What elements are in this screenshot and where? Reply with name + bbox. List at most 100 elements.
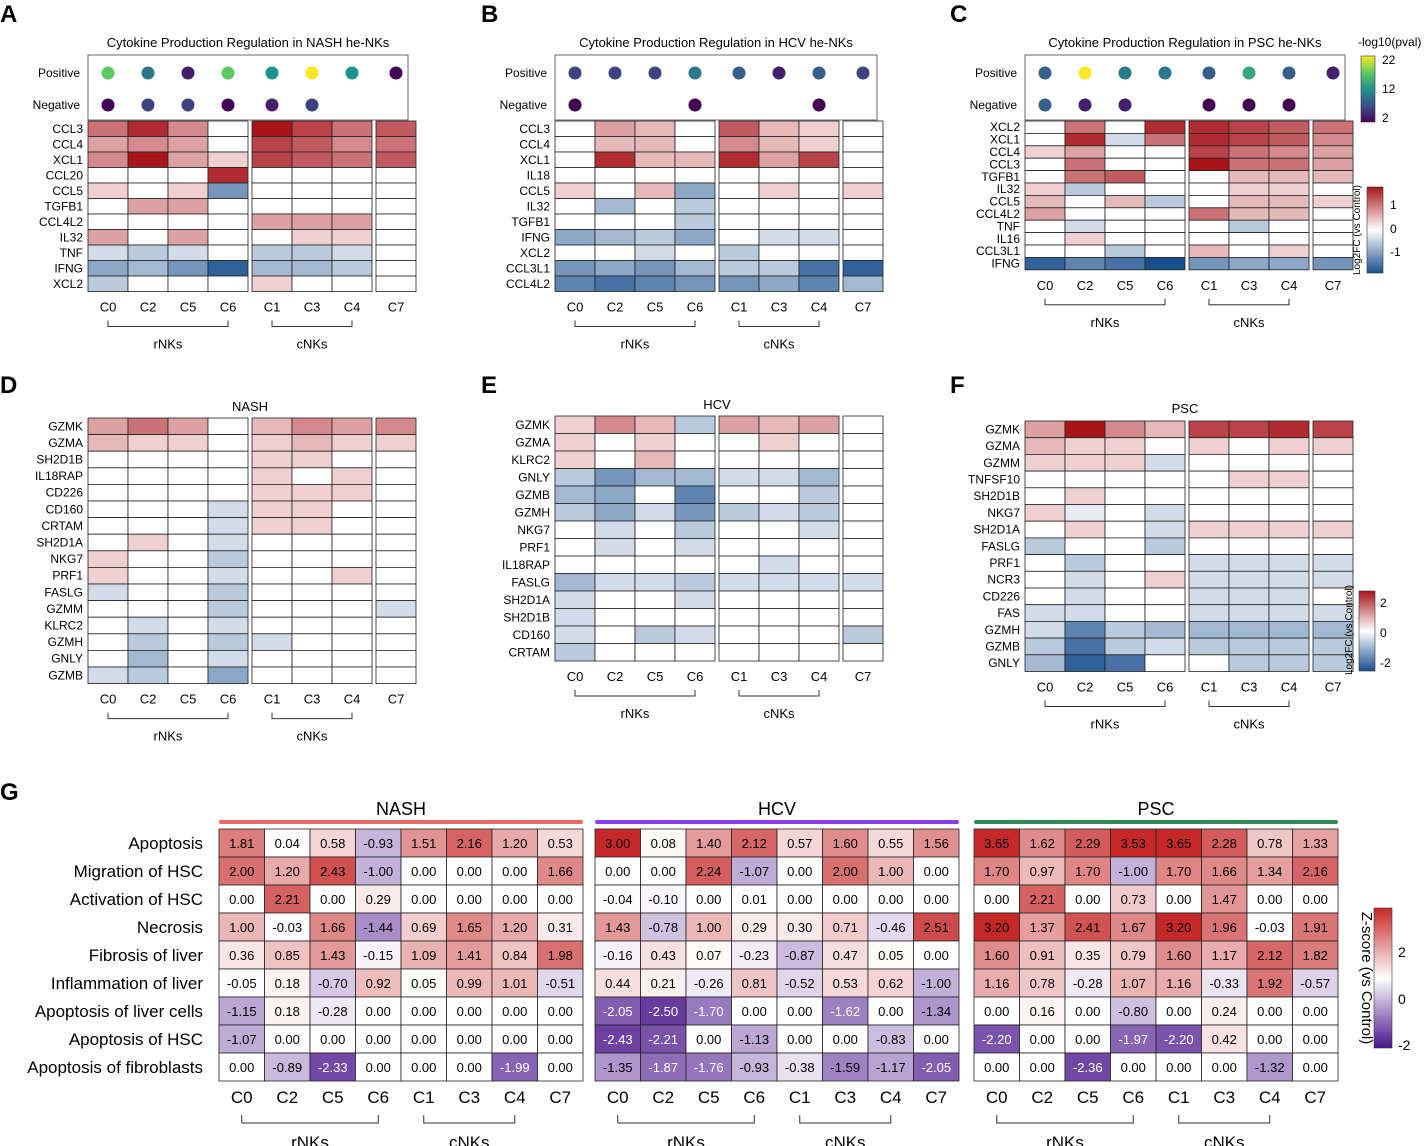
zscore-value: 0.00 [1257,1004,1282,1019]
panel-letter-g: G [0,779,19,806]
cluster-label: C0 [1037,278,1054,293]
zscore-value: 1.60 [1166,948,1191,963]
zscore-value: 0.00 [651,864,676,879]
gene-label: GZMA [48,436,83,450]
negative-dot [221,98,235,112]
heatmap-cell [1268,520,1310,539]
heatmap-cell [167,120,209,137]
heatmap-cell [87,467,129,485]
zscore-value: 0.79 [1121,948,1146,963]
heatmap-cell [167,213,209,230]
heatmap-cell [674,415,716,434]
zscore-value: 0.44 [605,976,630,991]
zscore-cell [1064,1024,1111,1054]
heatmap-cell [1144,537,1186,556]
heatmap-cell [594,485,636,504]
zscore-cell [1155,884,1202,914]
zscore-value: 0.00 [787,892,812,907]
heatmap-cell [554,485,596,504]
zscore-cell [1110,1024,1157,1054]
zscore-value: -1.17 [876,1060,906,1075]
zscore-value: -0.04 [603,892,633,907]
heatmap-cell [331,650,373,668]
heatmap-cell [291,467,333,485]
zscore-cell [1155,912,1202,942]
heatmap-cell [1188,587,1230,606]
zscore-cell [537,940,584,970]
heatmap-cell [718,229,760,246]
zscore-cell [1246,1024,1293,1054]
heatmap-cell [842,485,884,504]
zscore-value: 1.09 [411,948,436,963]
zscore-cell [446,968,493,998]
heatmap-cell [127,120,169,137]
zscore-cell [685,912,732,942]
heatmap-cell [1144,256,1186,271]
pval-tick: 22 [1382,53,1396,67]
heatmap-cell [1188,244,1230,258]
heatmap-cell [1024,554,1066,572]
zscore-value: -2.05 [921,1060,951,1075]
zscore-value: 0.36 [229,948,254,963]
heatmap-cell [375,500,417,519]
heatmap-cell [634,260,676,277]
heatmap-cell [1312,145,1354,159]
heatmap-cell [594,260,636,277]
gene-label: IFNG [521,230,550,244]
heatmap-cell [758,643,800,662]
zscore-cell [1019,1024,1066,1054]
heatmap-cell [798,229,840,246]
zscore-cell [309,996,356,1026]
heatmap-cell [842,643,884,662]
zscore-cell [1064,828,1111,858]
heatmap-cell [331,467,373,485]
heatmap-cell [127,517,169,535]
positive-dot [1158,66,1172,80]
zscore-cell [1019,912,1066,942]
panel-title: Cytokine Production Regulation in HCV he… [579,35,853,50]
fc-colorbar-f [1358,590,1376,672]
heatmap-cell [167,167,209,184]
disease-title: NASH [376,799,426,819]
zscore-cell [685,1052,732,1082]
heatmap-cell [375,167,417,184]
heatmap-cell [634,485,676,504]
heatmap-cell [1188,554,1230,572]
heatmap-cell [718,450,760,469]
heatmap-cell [1188,637,1230,656]
heatmap-cell [798,167,840,184]
heatmap-cell [758,450,800,469]
cluster-label: C1 [789,1088,811,1107]
zscore-value: -0.38 [785,1060,815,1075]
zscore-value: 0.00 [548,1004,573,1019]
heatmap-cell [167,483,209,502]
zscore-value: 0.69 [411,920,436,935]
heatmap-cell [291,417,333,436]
cluster-label: C6 [220,300,237,315]
cluster-label: C5 [1077,1088,1099,1107]
zscore-value: 1.20 [502,836,527,851]
heatmap-cell [674,503,716,522]
gene-label: IL16 [997,232,1021,246]
heatmap-cell [207,450,249,469]
heatmap-cell [207,434,249,452]
zscore-cell [309,968,356,998]
zscore-cell [822,1052,869,1082]
heatmap-cell [375,151,417,168]
positive-dot [1326,66,1340,80]
cluster-label: C0 [986,1088,1008,1107]
heatmap-cell [1104,244,1146,258]
heatmap-cell [375,450,417,469]
cluster-label: C2 [652,1088,674,1107]
heatmap-cell [634,198,676,215]
gene-label: TNF [997,219,1020,233]
zscore-cell [537,912,584,942]
heatmap-cell [674,120,716,137]
gene-label: GNLY [518,470,550,484]
heatmap-cell [1268,437,1310,455]
heatmap-cell [674,275,716,292]
gene-label: CCL5 [989,195,1020,209]
heatmap-cell [758,468,800,487]
heatmap-cell [375,633,417,651]
heatmap-cell [1312,244,1354,258]
